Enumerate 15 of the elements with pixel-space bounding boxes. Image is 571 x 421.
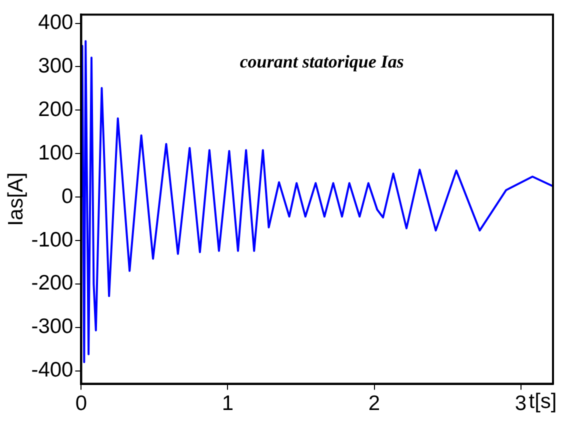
y-tick-label: -100	[31, 228, 74, 252]
x-tick-label: 2	[368, 392, 380, 416]
x-tick-label: 1	[222, 392, 234, 416]
y-tick-label: 300	[38, 54, 74, 78]
y-tick-label: 100	[38, 141, 74, 164]
y-tick-label: 0	[62, 184, 74, 208]
x-tick-label: 3	[514, 392, 527, 416]
y-tick-label: -200	[31, 272, 74, 295]
y-tick-label: -400	[31, 358, 74, 382]
y-tick-label: 400	[38, 11, 74, 34]
y-tick-label: 200	[38, 98, 74, 121]
y-tick-label: -300	[31, 315, 74, 338]
y-axis-title: Ias[A]	[4, 172, 28, 226]
x-axis-title: t[s]	[528, 390, 557, 414]
text: courant statorique Ias	[240, 51, 404, 72]
